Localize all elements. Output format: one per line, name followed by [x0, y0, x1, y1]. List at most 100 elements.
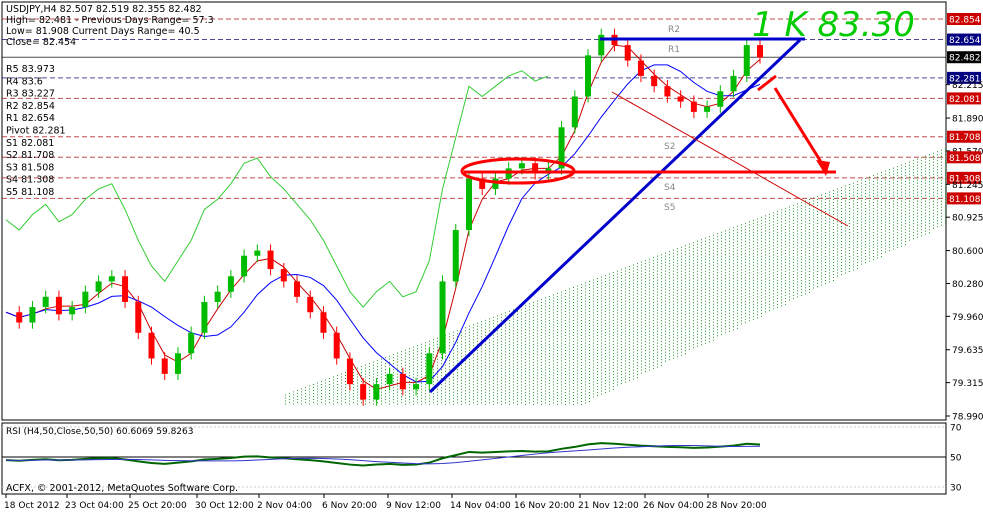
cloud-dot: [593, 357, 594, 359]
cloud-dot: [597, 380, 598, 382]
cloud-dot: [601, 366, 602, 368]
cloud-dot: [673, 306, 674, 308]
cloud-dot: [761, 291, 762, 293]
cloud-dot: [485, 379, 486, 381]
cloud-dot: [453, 364, 454, 366]
cloud-dot: [677, 323, 678, 325]
cloud-dot: [917, 158, 918, 160]
cloud-dot: [917, 194, 918, 196]
candle-body: [333, 332, 340, 359]
cloud-dot: [861, 236, 862, 238]
cloud-dot: [461, 331, 462, 333]
cloud-dot: [881, 250, 882, 252]
cloud-dot: [913, 178, 914, 180]
cloud-dot: [525, 319, 526, 321]
cloud-dot: [573, 385, 574, 387]
cloud-dot: [657, 351, 658, 353]
cloud-dot: [677, 350, 678, 352]
cloud-dot: [589, 341, 590, 343]
cloud-dot: [737, 276, 738, 278]
cloud-dot: [765, 251, 766, 253]
cloud-dot: [581, 404, 582, 406]
candle-body: [95, 281, 102, 292]
cloud-dot: [881, 256, 882, 258]
cloud-dot: [765, 221, 766, 223]
cloud-dot: [689, 246, 690, 248]
cloud-dot: [913, 169, 914, 171]
cloud-dot: [709, 317, 710, 319]
candlesticks: [16, 28, 763, 406]
cloud-dot: [777, 243, 778, 245]
cloud-dot: [673, 354, 674, 356]
cloud-dot: [905, 166, 906, 168]
cloud-dot: [933, 182, 934, 184]
cloud-dot: [917, 161, 918, 163]
cloud-dot: [805, 209, 806, 211]
cloud-dot: [549, 352, 550, 354]
cloud-dot: [797, 281, 798, 283]
cloud-dot: [901, 233, 902, 235]
cloud-dot: [577, 393, 578, 395]
cloud-dot: [837, 200, 838, 202]
cloud-dot: [937, 169, 938, 171]
cloud-dot: [693, 269, 694, 271]
cloud-dot: [901, 188, 902, 190]
cloud-dot: [729, 270, 730, 272]
cloud-dot: [605, 302, 606, 304]
cloud-dot: [625, 360, 626, 362]
cloud-dot: [565, 364, 566, 366]
cloud-dot: [509, 379, 510, 381]
cloud-dot: [477, 382, 478, 384]
cloud-dot: [589, 293, 590, 295]
cloud-dot: [393, 375, 394, 377]
cloud-dot: [737, 318, 738, 320]
cloud-dot: [781, 212, 782, 214]
cloud-dot: [441, 357, 442, 359]
cloud-dot: [381, 373, 382, 375]
cloud-dot: [773, 263, 774, 265]
cloud-dot: [525, 340, 526, 342]
cloud-dot: [565, 400, 566, 402]
cloud-dot: [541, 301, 542, 303]
cloud-dot: [605, 323, 606, 325]
cloud-dot: [869, 257, 870, 259]
cloud-dot: [857, 208, 858, 210]
cloud-dot: [553, 294, 554, 296]
cloud-dot: [721, 330, 722, 332]
cloud-dot: [833, 210, 834, 212]
cloud-dot: [493, 382, 494, 384]
cloud-dot: [609, 387, 610, 389]
cloud-dot: [873, 175, 874, 177]
cloud-dot: [721, 276, 722, 278]
cloud-dot: [573, 331, 574, 333]
cloud-dot: [389, 364, 390, 366]
cloud-dot: [717, 335, 718, 337]
cloud-dot: [481, 336, 482, 338]
cloud-dot: [633, 270, 634, 272]
cloud-dot: [733, 305, 734, 307]
cloud-dot: [685, 341, 686, 343]
cloud-dot: [829, 191, 830, 193]
cloud-dot: [721, 249, 722, 251]
cloud-dot: [745, 225, 746, 227]
cloud-dot: [833, 219, 834, 221]
cloud-dot: [525, 361, 526, 363]
cloud-dot: [553, 360, 554, 362]
cloud-dot: [333, 382, 334, 384]
cloud-dot: [485, 340, 486, 342]
cloud-dot: [605, 332, 606, 334]
cloud-dot: [689, 345, 690, 347]
cloud-dot: [645, 308, 646, 310]
cloud-dot: [941, 224, 942, 226]
cloud-dot: [385, 384, 386, 386]
cloud-dot: [717, 329, 718, 331]
cloud-dot: [625, 267, 626, 269]
cloud-dot: [577, 324, 578, 326]
cloud-dot: [881, 226, 882, 228]
cloud-dot: [541, 358, 542, 360]
cloud-dot: [897, 193, 898, 195]
cloud-dot: [929, 190, 930, 192]
cloud-dot: [901, 227, 902, 229]
cloud-dot: [713, 279, 714, 281]
cloud-dot: [613, 386, 614, 388]
